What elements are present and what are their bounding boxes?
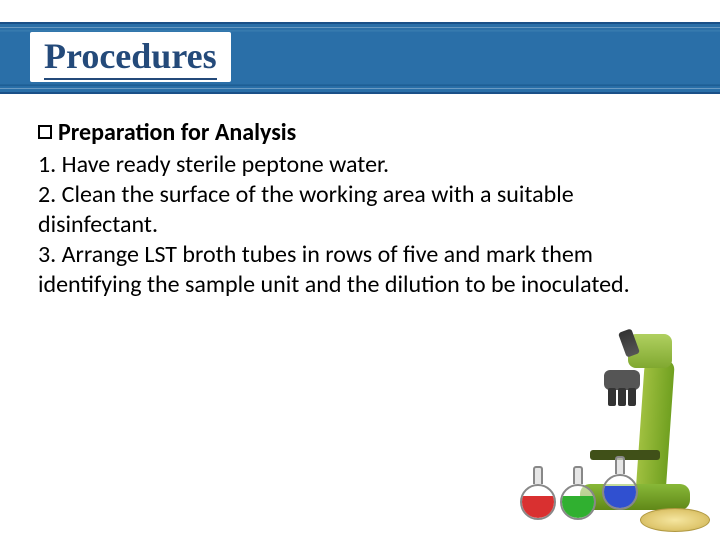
flask-green <box>560 466 596 520</box>
flask-liquid <box>604 486 636 508</box>
microscope-arm <box>635 360 675 500</box>
microscope-objective <box>628 388 636 406</box>
flask-neck <box>533 466 543 484</box>
flask-neck <box>573 466 583 484</box>
flask-blue <box>602 456 638 510</box>
flask-red <box>520 466 556 520</box>
flask-neck <box>615 456 625 474</box>
section-heading-row: Preparation for Analysis <box>38 118 682 148</box>
content-area: Preparation for Analysis 1. Have ready s… <box>38 118 682 300</box>
title-plate: Procedures <box>30 32 231 82</box>
microscope-objective <box>608 388 616 406</box>
microscope-illustration <box>520 330 700 530</box>
flask-liquid <box>562 496 594 518</box>
microscope-nosepiece <box>604 370 640 390</box>
header-accent-line-top <box>0 27 720 28</box>
list-item: 1. Have ready sterile peptone water. <box>38 150 682 180</box>
list-item: 2. Clean the surface of the working area… <box>38 180 682 240</box>
flask-liquid <box>522 496 554 518</box>
list-item: 3. Arrange LST broth tubes in rows of fi… <box>38 240 682 300</box>
section-heading: Preparation for Analysis <box>58 118 296 148</box>
microscope-eyepiece <box>618 328 640 357</box>
header-accent-line-bottom <box>0 88 720 89</box>
slide-title: Procedures <box>44 38 217 80</box>
microscope-objective <box>618 388 626 406</box>
flask-body <box>520 484 556 520</box>
hollow-square-bullet-icon <box>38 125 52 139</box>
petri-dish <box>640 508 710 532</box>
flask-body <box>602 474 638 510</box>
flask-body <box>560 484 596 520</box>
